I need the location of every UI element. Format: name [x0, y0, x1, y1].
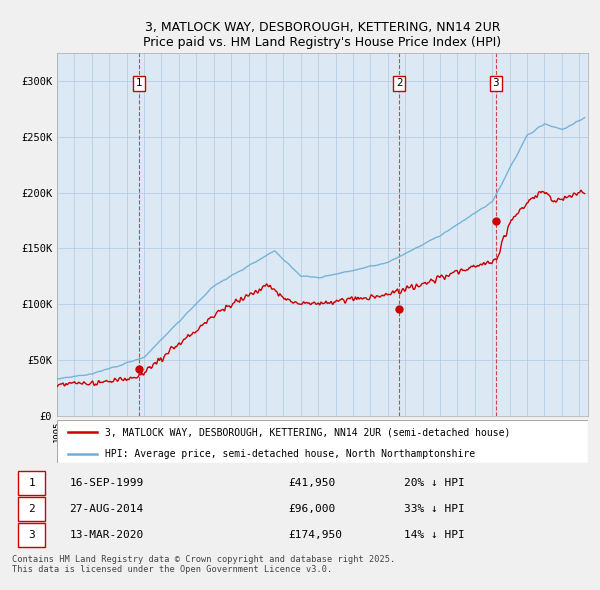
Text: 3: 3	[28, 530, 35, 539]
Bar	[18, 497, 46, 521]
Text: 3: 3	[493, 78, 499, 88]
Text: HPI: Average price, semi-detached house, North Northamptonshire: HPI: Average price, semi-detached house,…	[105, 448, 475, 458]
Text: 2: 2	[396, 78, 403, 88]
Text: £96,000: £96,000	[289, 504, 336, 514]
Text: 3, MATLOCK WAY, DESBOROUGH, KETTERING, NN14 2UR (semi-detached house): 3, MATLOCK WAY, DESBOROUGH, KETTERING, N…	[105, 427, 510, 437]
Text: £41,950: £41,950	[289, 478, 336, 488]
Text: 2: 2	[28, 504, 35, 514]
Text: 16-SEP-1999: 16-SEP-1999	[70, 478, 144, 488]
Text: 1: 1	[136, 78, 142, 88]
Text: 33% ↓ HPI: 33% ↓ HPI	[404, 504, 464, 514]
Text: 20% ↓ HPI: 20% ↓ HPI	[404, 478, 464, 488]
Bar	[18, 523, 46, 546]
Text: 13-MAR-2020: 13-MAR-2020	[70, 530, 144, 539]
Bar	[18, 471, 46, 495]
Text: £174,950: £174,950	[289, 530, 343, 539]
Title: 3, MATLOCK WAY, DESBOROUGH, KETTERING, NN14 2UR
Price paid vs. HM Land Registry': 3, MATLOCK WAY, DESBOROUGH, KETTERING, N…	[143, 21, 502, 49]
Text: 14% ↓ HPI: 14% ↓ HPI	[404, 530, 464, 539]
Text: Contains HM Land Registry data © Crown copyright and database right 2025.
This d: Contains HM Land Registry data © Crown c…	[12, 555, 395, 574]
Text: 1: 1	[28, 478, 35, 488]
Text: 27-AUG-2014: 27-AUG-2014	[70, 504, 144, 514]
